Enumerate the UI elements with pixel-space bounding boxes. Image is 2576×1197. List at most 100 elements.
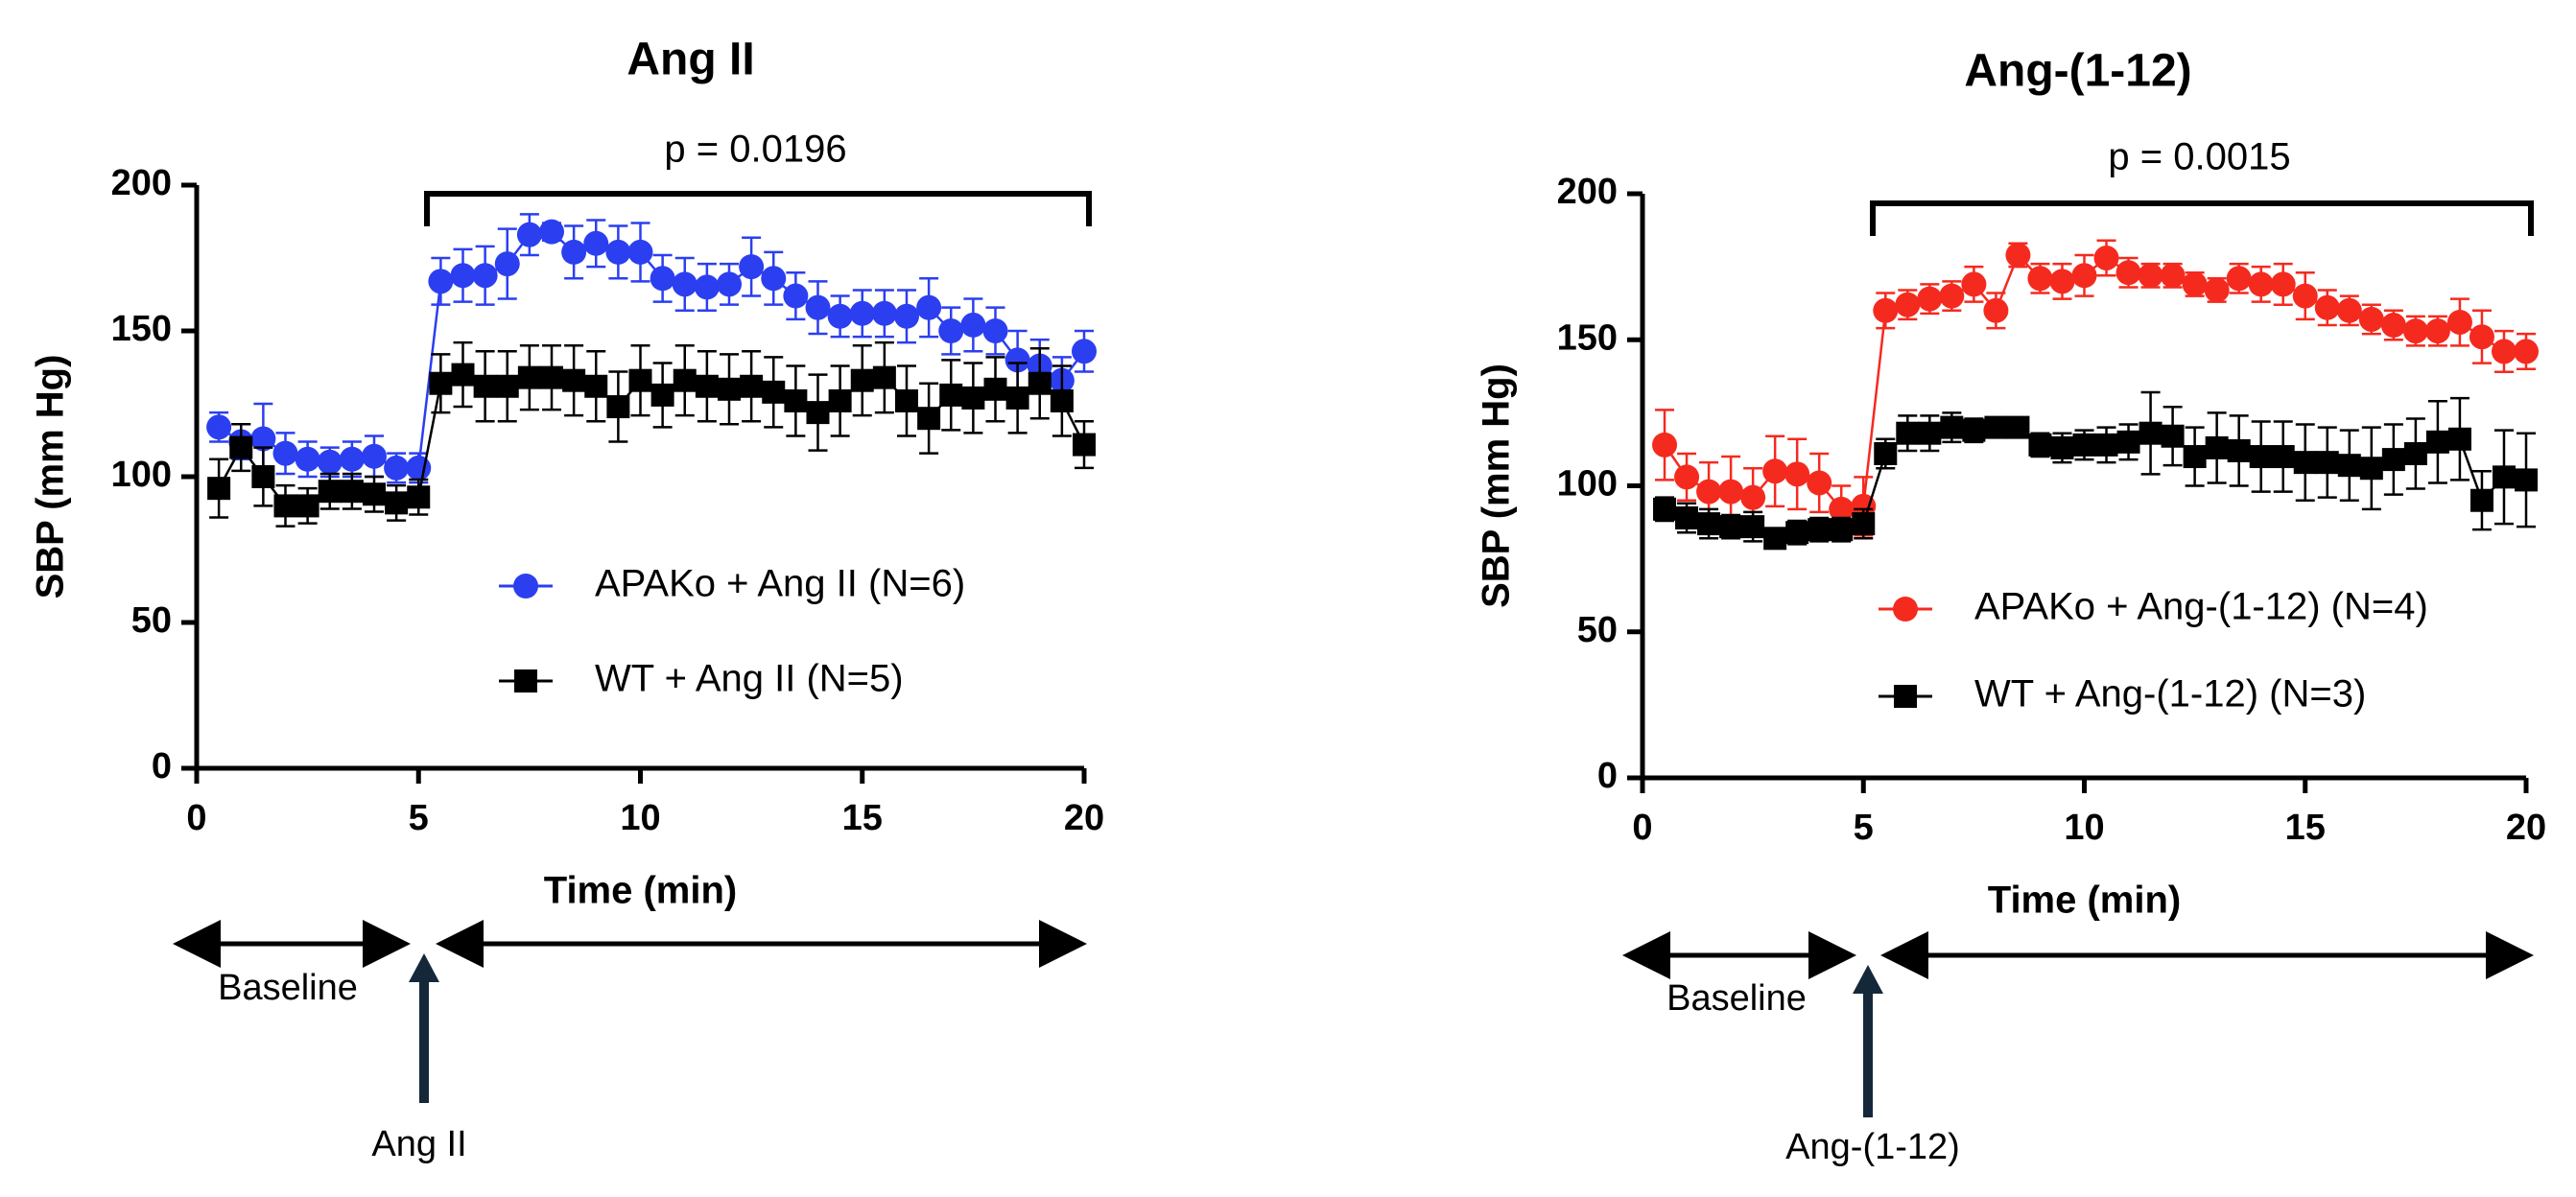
injection-arrowhead xyxy=(1853,965,1883,994)
data-point xyxy=(407,485,431,509)
data-point xyxy=(1983,297,2009,323)
data-point xyxy=(339,446,365,472)
data-point xyxy=(2293,451,2317,475)
y-tick-label: 100 xyxy=(1557,464,1618,505)
x-tick-label: 10 xyxy=(620,798,660,838)
data-point xyxy=(2447,427,2471,451)
data-point xyxy=(783,283,809,309)
data-point xyxy=(1917,286,1943,312)
data-point xyxy=(2161,424,2185,448)
data-point xyxy=(1653,497,1677,521)
data-point xyxy=(718,377,741,401)
data-point xyxy=(273,494,297,518)
data-point xyxy=(2402,318,2428,344)
x-axis-label: Time (min) xyxy=(544,870,738,912)
data-point xyxy=(2470,488,2493,512)
data-point xyxy=(1807,470,1832,496)
data-point xyxy=(229,435,253,459)
data-point xyxy=(1005,386,1029,410)
data-point xyxy=(739,254,765,280)
data-point xyxy=(694,274,720,300)
legend-label: APAKo + Ang-(1-12) (N=4) xyxy=(1974,586,2428,628)
legend-label: WT + Ang II (N=5) xyxy=(595,658,904,700)
data-point xyxy=(2183,445,2207,469)
data-point xyxy=(983,377,1007,401)
data-point xyxy=(2005,242,2031,268)
data-point xyxy=(1763,527,1787,551)
series-line xyxy=(218,230,1085,470)
data-point xyxy=(939,383,963,407)
y-tick-label: 0 xyxy=(1597,756,1618,796)
data-point xyxy=(539,219,564,245)
x-tick-label: 5 xyxy=(409,798,429,838)
data-point xyxy=(894,303,919,329)
y-tick-label: 200 xyxy=(111,163,172,203)
x-tick-label: 0 xyxy=(186,798,206,838)
data-point xyxy=(561,239,587,265)
data-point xyxy=(251,465,275,488)
data-point xyxy=(938,318,964,343)
data-point xyxy=(2380,313,2406,339)
legend-label: WT + Ang-(1-12) (N=3) xyxy=(1974,673,2366,716)
data-point xyxy=(2446,309,2472,335)
data-point xyxy=(961,386,985,410)
data-point xyxy=(540,365,563,389)
data-point xyxy=(627,239,653,265)
data-point xyxy=(451,363,475,387)
x-tick-label: 20 xyxy=(1064,798,1104,838)
data-point xyxy=(2182,271,2208,297)
data-point xyxy=(2027,266,2053,292)
data-point xyxy=(2115,260,2141,286)
data-point xyxy=(2072,433,2096,457)
data-point xyxy=(384,455,410,481)
baseline-label: Baseline xyxy=(218,968,358,1008)
data-point xyxy=(2028,433,2052,457)
data-point xyxy=(2514,339,2539,364)
data-point xyxy=(429,371,453,395)
data-point xyxy=(2271,445,2295,469)
data-point xyxy=(982,318,1008,343)
data-point xyxy=(1874,442,1898,466)
y-axis-label: SBP (mm Hg) xyxy=(30,355,72,599)
data-point xyxy=(762,380,786,404)
data-point xyxy=(1073,433,1096,457)
data-point xyxy=(2492,465,2516,489)
legend-marker xyxy=(1893,597,1918,622)
data-point xyxy=(2336,297,2362,323)
data-point xyxy=(1004,347,1030,373)
data-point xyxy=(2403,442,2427,466)
data-point xyxy=(628,368,652,392)
data-point xyxy=(2226,266,2252,292)
data-point xyxy=(583,230,609,256)
data-point xyxy=(740,374,764,398)
data-point xyxy=(2424,318,2450,344)
data-point xyxy=(1808,518,1832,542)
treatment-label: Ang-(1-12) xyxy=(1785,1127,1960,1167)
data-point xyxy=(1784,461,1810,487)
data-point xyxy=(562,368,586,392)
data-point xyxy=(516,222,542,247)
data-point xyxy=(2160,263,2186,289)
data-point xyxy=(1762,458,1788,484)
data-point xyxy=(849,300,875,326)
data-point xyxy=(916,294,942,320)
data-point xyxy=(2491,339,2517,364)
data-point xyxy=(2292,283,2318,309)
y-tick-label: 100 xyxy=(111,455,172,495)
data-point xyxy=(917,407,941,431)
data-point xyxy=(206,414,232,440)
data-point xyxy=(1740,484,1766,510)
chart-title: Ang-(1-12) xyxy=(1964,46,2191,97)
data-point xyxy=(2205,435,2229,459)
data-point xyxy=(362,443,387,469)
data-point xyxy=(2138,263,2163,289)
data-point xyxy=(806,401,830,425)
data-point xyxy=(2381,448,2405,472)
data-point xyxy=(717,271,742,297)
data-point xyxy=(606,395,630,419)
data-point xyxy=(1873,297,1899,323)
y-tick-label: 150 xyxy=(1557,317,1618,358)
data-point xyxy=(2049,269,2075,294)
data-point xyxy=(1697,512,1721,536)
data-point xyxy=(2314,294,2340,320)
